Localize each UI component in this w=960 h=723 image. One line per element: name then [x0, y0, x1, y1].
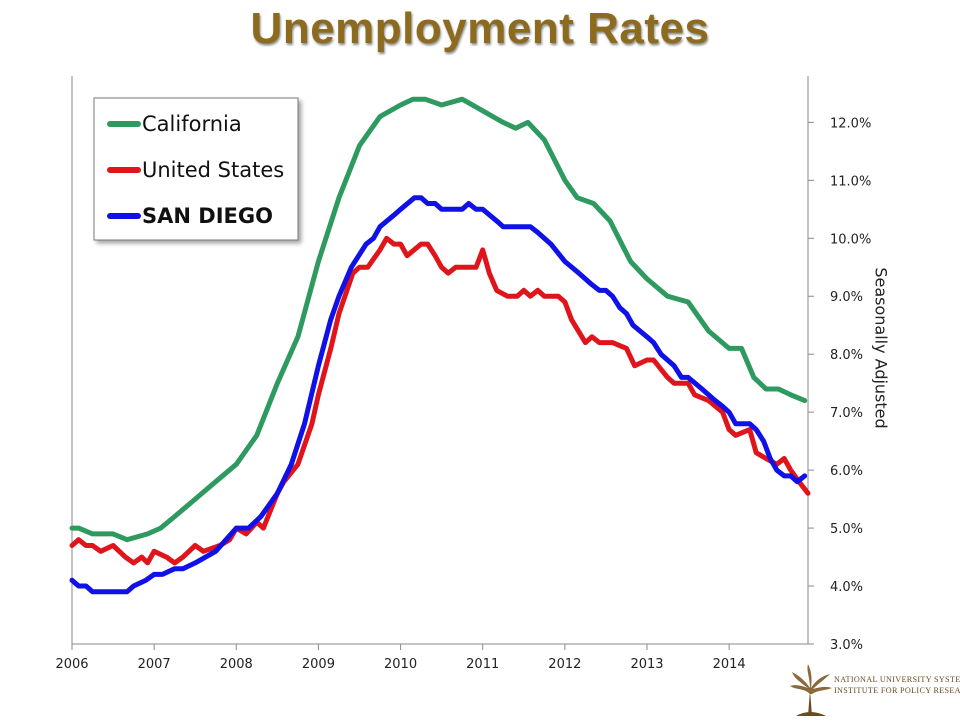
chart-tick-labels: 3.0% 4.0% 5.0% 6.0% 7.0% 8.0% 9.0% 10.0% 11.0% 12… — [55, 116, 871, 672]
series-line-united-states — [69, 235, 811, 566]
chart-axes — [71, 76, 814, 650]
x-tick-label: 2009 — [302, 657, 335, 672]
series-line-california — [69, 96, 808, 543]
y-tick-label: 10.0% — [830, 232, 871, 247]
series-line-san-diego — [69, 195, 808, 595]
y-tick-label: 5.0% — [830, 522, 863, 537]
legend: California United States SAN DIEGO — [93, 97, 299, 241]
y-tick-label: 7.0% — [830, 406, 863, 421]
page-title: Unemployment Rates — [250, 4, 710, 53]
x-tick-label: 2014 — [713, 657, 746, 672]
x-tick-label: 2008 — [220, 657, 253, 672]
institute-line-2: INSTITUTE FOR POLICY RESEARCH — [834, 686, 960, 695]
tree-icon — [790, 664, 832, 716]
x-tick-label: 2010 — [384, 657, 417, 672]
y-axis-label: Seasonally Adjusted — [872, 267, 891, 428]
legend-label: SAN DIEGO — [142, 204, 273, 228]
x-tick-label: 2006 — [55, 657, 88, 672]
y-tick-label: 3.0% — [830, 638, 863, 653]
chart-series — [69, 96, 811, 595]
x-tick-label: 2011 — [466, 657, 499, 672]
x-tick-label: 2012 — [548, 657, 581, 672]
x-tick-label: 2007 — [138, 657, 171, 672]
x-tick-label: 2013 — [630, 657, 663, 672]
y-tick-label: 6.0% — [830, 464, 863, 479]
y-tick-label: 9.0% — [830, 290, 863, 305]
legend-label: United States — [142, 158, 284, 182]
y-tick-label: 12.0% — [830, 116, 871, 131]
legend-label: California — [142, 112, 242, 136]
y-tick-label: 8.0% — [830, 348, 863, 363]
institute-name: NATIONAL UNIVERSITY SYSTEM INSTITUTE FOR… — [834, 674, 960, 696]
institute-line-1: NATIONAL UNIVERSITY SYSTEM — [834, 675, 960, 684]
y-tick-label: 11.0% — [830, 174, 871, 189]
y-tick-label: 4.0% — [830, 580, 863, 595]
institute-logo: NATIONAL UNIVERSITY SYSTEM INSTITUTE FOR… — [786, 660, 960, 718]
